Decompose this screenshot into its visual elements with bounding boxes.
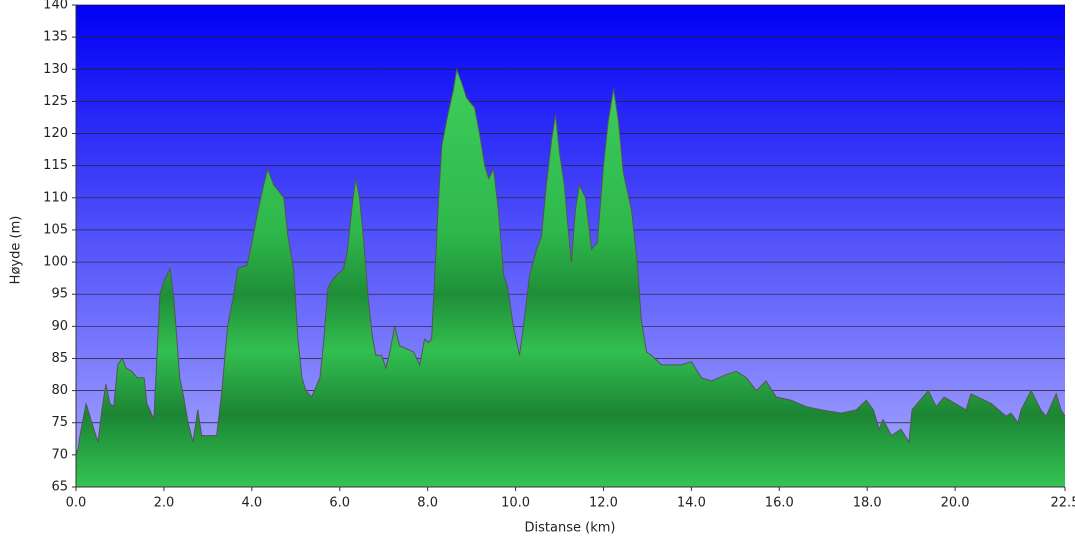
- y-axis-label: Høyde (m): [9, 216, 24, 285]
- y-tick-label: 80: [51, 383, 68, 398]
- x-tick-label: 6.0: [329, 496, 350, 511]
- y-tick-label: 125: [43, 94, 68, 109]
- x-tick-label: 18.0: [853, 496, 882, 511]
- x-tick-label: 14.0: [677, 496, 706, 511]
- y-tick-label: 140: [43, 0, 68, 13]
- x-tick-label: 20.0: [941, 496, 970, 511]
- area: [76, 69, 1065, 488]
- y-tick-label: 95: [51, 287, 68, 302]
- x-axis-label: Distanse (km): [525, 521, 616, 536]
- y-tick-label: 110: [43, 190, 68, 205]
- y-tick-label: 105: [43, 222, 68, 237]
- x-tick-label: 12.0: [589, 496, 618, 511]
- y-tick-label: 65: [51, 480, 68, 495]
- y-tick-label: 115: [43, 158, 68, 173]
- x-tick-label: 8.0: [417, 496, 438, 511]
- x-tick-label: 4.0: [241, 496, 262, 511]
- x-tick-label: 10.0: [501, 496, 530, 511]
- area-outline: [75, 67, 1066, 456]
- y-tick-label: 135: [43, 30, 68, 45]
- y-tick-label: 90: [51, 319, 68, 334]
- y-tick-label: 85: [51, 351, 68, 366]
- y-tick-label: 100: [43, 255, 68, 270]
- y-tick-label: 70: [51, 447, 68, 462]
- y-tick-label: 75: [51, 415, 68, 430]
- x-tick-label: 0.0: [66, 496, 87, 511]
- x-tick-label: 2.0: [154, 496, 175, 511]
- y-tick-label: 130: [43, 62, 68, 77]
- x-tick-label: 22.5: [1051, 496, 1075, 511]
- y-tick-label: 120: [43, 126, 68, 141]
- x-tick-label: 16.0: [765, 496, 794, 511]
